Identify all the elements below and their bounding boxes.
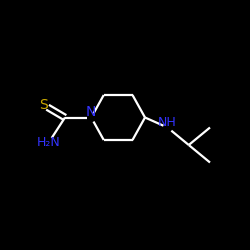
Text: H₂N: H₂N bbox=[37, 136, 60, 149]
Text: S: S bbox=[40, 98, 48, 112]
Text: N: N bbox=[86, 105, 97, 119]
Text: NH: NH bbox=[158, 116, 177, 128]
